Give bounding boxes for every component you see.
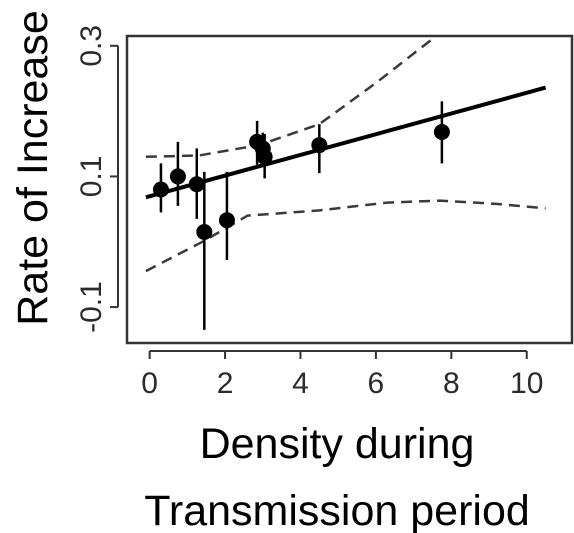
point-marker xyxy=(218,212,235,229)
data-point xyxy=(311,124,328,174)
plot-frame xyxy=(125,34,574,345)
point-marker xyxy=(188,176,205,193)
regression-line xyxy=(145,85,547,200)
x-axis-title-line-1: Density during xyxy=(200,420,475,468)
point-marker xyxy=(169,168,186,185)
data-point xyxy=(196,171,213,330)
x-tick-label: 6 xyxy=(368,367,385,400)
regression-line-group xyxy=(145,85,547,200)
data-points xyxy=(152,101,450,330)
data-point xyxy=(433,101,450,164)
x-axis-title-line-2: Transmission period xyxy=(144,487,530,533)
upper-confidence-band xyxy=(145,36,437,159)
point-marker xyxy=(152,181,169,198)
y-tick-label: 0.3 xyxy=(75,25,108,67)
x-tick-label: 8 xyxy=(443,367,460,400)
x-tick-label: 4 xyxy=(292,367,309,400)
y-axis-title: Rate of Increase xyxy=(9,10,57,326)
y-tick-label: -0.1 xyxy=(75,281,108,333)
point-marker xyxy=(311,137,328,154)
data-point xyxy=(218,171,235,261)
y-tick-label: 0.1 xyxy=(75,156,108,198)
x-tick-label: 10 xyxy=(510,367,543,400)
y-axis: -0.1 0.1 0.3 xyxy=(75,25,119,333)
x-tick-label: 0 xyxy=(141,367,158,400)
point-marker xyxy=(433,124,450,141)
x-axis: 0 2 4 6 8 10 xyxy=(141,350,543,400)
point-marker xyxy=(196,223,213,240)
data-point xyxy=(152,163,169,213)
data-point xyxy=(256,133,273,179)
point-marker xyxy=(256,148,273,165)
data-point xyxy=(169,141,186,206)
data-point xyxy=(188,148,205,219)
x-tick-label: 2 xyxy=(217,367,234,400)
